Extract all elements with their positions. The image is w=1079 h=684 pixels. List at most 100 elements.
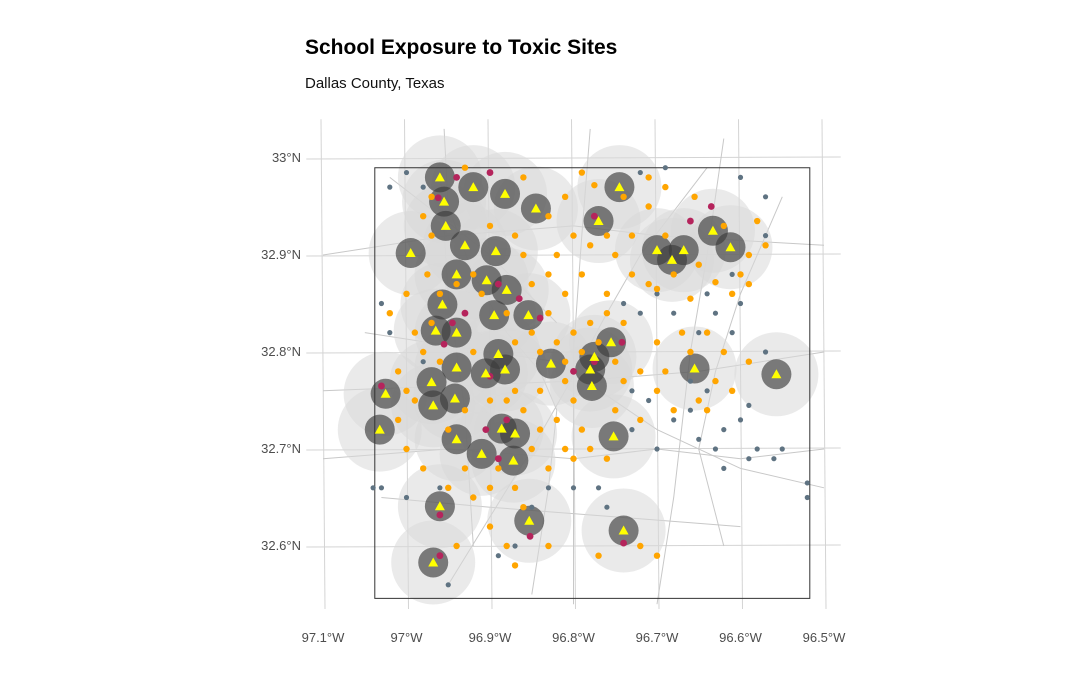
school-marker xyxy=(374,424,385,434)
site-mid-point xyxy=(728,290,736,297)
site-far-point xyxy=(696,436,702,442)
site-mid-point xyxy=(545,213,552,220)
site-far-point xyxy=(737,300,744,307)
lon-tick-label: 97.1°W xyxy=(302,630,346,645)
school-marker xyxy=(500,364,511,374)
site-mid-point xyxy=(561,358,569,365)
site-mid-point xyxy=(561,193,569,200)
site-far-point xyxy=(529,504,535,510)
site-mid-point xyxy=(645,174,652,181)
school-marker xyxy=(524,515,535,525)
site-mid-point xyxy=(478,290,485,297)
school-marker xyxy=(449,393,460,403)
site-mid-point xyxy=(603,455,611,462)
site-mid-point xyxy=(411,397,419,404)
school-marker xyxy=(434,501,445,511)
site-mid-point xyxy=(503,542,510,550)
site-mid-point xyxy=(461,164,469,171)
school-marker xyxy=(451,362,462,372)
site-mid-point xyxy=(386,310,393,317)
school-marker xyxy=(618,525,629,535)
site-near-point xyxy=(494,455,502,463)
site-mid-point xyxy=(695,397,702,404)
site-near-point xyxy=(620,539,627,547)
site-mid-point xyxy=(603,310,611,317)
site-far-point xyxy=(721,465,727,471)
lat-tick-label: 32.6°N xyxy=(261,538,301,553)
lon-tick-label: 97°W xyxy=(391,630,424,645)
map-title: School Exposure to Toxic Sites xyxy=(305,36,618,59)
school-marker xyxy=(501,284,512,294)
site-far-point xyxy=(403,169,410,176)
site-far-point xyxy=(762,349,769,355)
site-mid-point xyxy=(570,455,577,462)
site-far-point xyxy=(712,446,719,452)
school-marker xyxy=(678,245,689,255)
site-mid-point xyxy=(620,377,627,385)
longitude-axis: 97.1°W 97°W 96.9°W 96.8°W 96.7°W 96.6°W 96.5°W xyxy=(302,630,847,645)
school-marker xyxy=(476,448,487,458)
site-mid-point xyxy=(495,465,502,472)
site-mid-point xyxy=(453,542,460,550)
lon-tick-label: 96.7°W xyxy=(636,630,680,645)
site-far-point xyxy=(712,310,719,316)
site-mid-point xyxy=(486,222,494,230)
school-marker xyxy=(608,431,619,441)
site-mid-point xyxy=(662,232,669,239)
site-mid-point xyxy=(528,329,535,336)
site-mid-point xyxy=(637,368,644,375)
school-marker xyxy=(434,172,445,182)
site-near-point xyxy=(536,314,544,322)
school-marker xyxy=(428,400,439,410)
site-far-point xyxy=(646,397,652,404)
site-mid-point xyxy=(591,181,598,189)
site-mid-point xyxy=(445,484,452,491)
site-mid-point xyxy=(486,397,494,404)
site-mid-point xyxy=(470,271,477,278)
site-mid-point xyxy=(520,251,527,259)
site-mid-point xyxy=(545,542,552,550)
site-far-point xyxy=(804,480,810,486)
site-mid-point xyxy=(653,285,661,293)
lon-tick-label: 96.6°W xyxy=(719,630,763,645)
site-far-point xyxy=(671,417,677,423)
school-marker xyxy=(437,299,448,309)
school-marker xyxy=(508,455,519,465)
school-marker xyxy=(468,182,479,192)
site-mid-point xyxy=(578,426,586,433)
site-mid-point xyxy=(595,552,602,559)
site-mid-point xyxy=(620,193,627,200)
school-marker xyxy=(451,269,462,279)
lat-tick-label: 32.9°N xyxy=(261,247,301,262)
site-mid-point xyxy=(587,319,594,327)
site-mid-point xyxy=(720,348,727,356)
site-mid-point xyxy=(503,397,510,404)
site-near-point xyxy=(618,338,626,346)
site-mid-point xyxy=(553,416,560,424)
site-far-point xyxy=(654,446,660,452)
site-mid-point xyxy=(578,348,586,356)
site-near-point xyxy=(503,416,511,424)
site-mid-point xyxy=(637,542,644,550)
site-mid-point xyxy=(528,280,535,288)
site-far-point xyxy=(762,233,769,239)
site-far-point xyxy=(687,378,694,384)
site-mid-point xyxy=(428,232,435,239)
site-mid-point xyxy=(511,232,519,239)
site-far-point xyxy=(721,427,727,433)
site-mid-point xyxy=(612,407,619,414)
site-far-point xyxy=(629,427,635,433)
school-marker xyxy=(439,196,450,206)
site-mid-point xyxy=(403,445,410,453)
site-mid-point xyxy=(403,387,410,394)
site-mid-point xyxy=(403,290,410,297)
site-mid-point xyxy=(578,169,586,176)
site-mid-point xyxy=(737,271,744,278)
site-far-point xyxy=(637,169,643,176)
site-mid-point xyxy=(536,426,544,433)
site-far-point xyxy=(746,456,752,462)
site-mid-point xyxy=(520,407,527,414)
school-marker xyxy=(481,275,492,285)
school-marker xyxy=(405,248,416,258)
school-marker xyxy=(493,348,504,358)
